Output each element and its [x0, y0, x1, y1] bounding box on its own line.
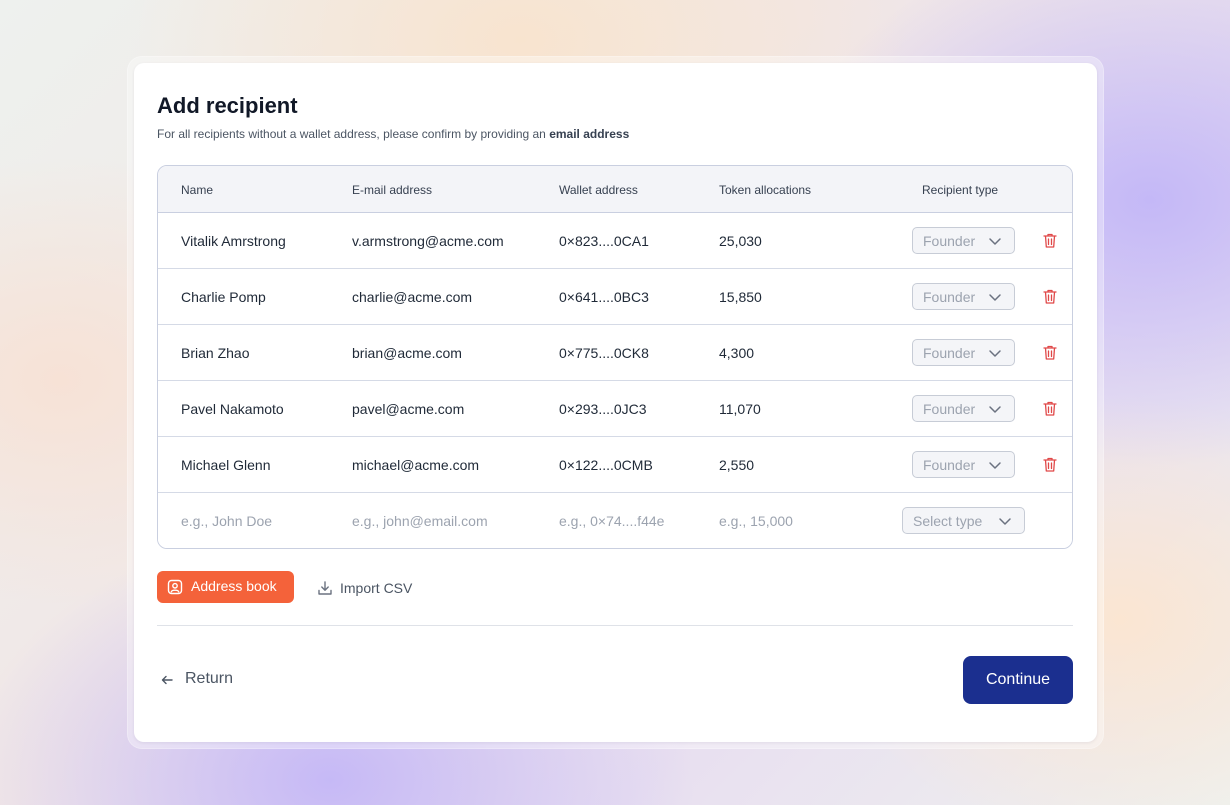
subtitle-text: For all recipients without a wallet addr… [157, 127, 546, 141]
chevron-down-icon [989, 294, 1001, 301]
recipient-tokens: 25,030 [719, 233, 762, 249]
return-label: Return [185, 670, 234, 687]
recipient-type-select[interactable]: Founder [912, 283, 1015, 310]
add-recipient-dialog: Add recipient For all recipients without… [134, 63, 1097, 742]
subtitle-emphasis: email address [549, 127, 630, 141]
table-row: Vitalik Amrstrong v.armstrong@acme.com 0… [158, 213, 1072, 269]
trash-icon[interactable] [1042, 288, 1058, 305]
trash-icon[interactable] [1042, 456, 1058, 473]
recipients-table: Name E-mail address Wallet address Token… [157, 165, 1073, 549]
recipient-wallet: 0×823....0CA1 [559, 233, 649, 249]
header-type: Recipient type [922, 183, 999, 197]
recipient-type-select[interactable]: Founder [912, 227, 1015, 254]
recipient-wallet: 0×122....0CMB [559, 457, 653, 473]
recipient-tokens: 2,550 [719, 457, 755, 473]
contact-book-icon [167, 579, 183, 595]
dialog-title: Add recipient [157, 93, 298, 118]
email-input[interactable]: e.g., john@email.com [352, 513, 488, 529]
return-button[interactable]: Return [160, 669, 233, 693]
recipient-type-value: Founder [923, 401, 976, 417]
recipient-type-value: Founder [923, 345, 976, 361]
recipient-tokens: 4,300 [719, 345, 755, 361]
new-recipient-row: e.g., John Doe e.g., john@email.com e.g.… [158, 493, 1072, 548]
recipient-email: brian@acme.com [352, 345, 462, 361]
trash-icon[interactable] [1042, 400, 1058, 417]
trash-icon[interactable] [1042, 344, 1058, 361]
recipient-name: Michael Glenn [181, 457, 271, 473]
recipient-wallet: 0×641....0BC3 [559, 289, 649, 305]
header-tokens: Token allocations [719, 183, 812, 197]
recipient-type-select[interactable]: Founder [912, 339, 1015, 366]
tokens-input[interactable]: e.g., 15,000 [719, 513, 793, 529]
recipient-wallet: 0×293....0JC3 [559, 401, 647, 417]
recipient-name: Charlie Pomp [181, 289, 266, 305]
chevron-down-icon [989, 462, 1001, 469]
recipient-tokens: 11,070 [719, 401, 761, 417]
recipient-email: v.armstrong@acme.com [352, 233, 504, 249]
table-row: Charlie Pomp charlie@acme.com 0×641....0… [158, 269, 1072, 325]
recipient-email: michael@acme.com [352, 457, 480, 473]
address-book-button[interactable]: Address book [157, 571, 294, 603]
table-row: Michael Glenn michael@acme.com 0×122....… [158, 437, 1072, 493]
wallet-input[interactable]: e.g., 0×74....f44e [559, 513, 665, 529]
name-input[interactable]: e.g., John Doe [181, 513, 273, 529]
import-csv-button[interactable]: Import CSV [317, 571, 412, 603]
header-email: E-mail address [352, 183, 433, 197]
recipient-type-select[interactable]: Founder [912, 395, 1015, 422]
address-book-label: Address book [191, 578, 277, 594]
recipient-type-select[interactable]: Select type [902, 507, 1025, 534]
recipient-type-placeholder: Select type [913, 513, 983, 529]
download-icon [318, 581, 332, 595]
table-header: Name E-mail address Wallet address Token… [158, 166, 1072, 213]
recipient-email: pavel@acme.com [352, 401, 465, 417]
chevron-down-icon [989, 350, 1001, 357]
recipient-tokens: 15,850 [719, 289, 762, 305]
trash-icon[interactable] [1042, 232, 1058, 249]
chevron-down-icon [989, 238, 1001, 245]
arrow-left-icon [161, 675, 173, 685]
recipient-type-value: Founder [923, 457, 976, 473]
header-wallet: Wallet address [559, 183, 638, 197]
recipient-type-select[interactable]: Founder [912, 451, 1015, 478]
header-name: Name [181, 183, 214, 197]
divider [157, 625, 1073, 626]
recipient-type-value: Founder [923, 233, 976, 249]
import-csv-label: Import CSV [340, 580, 413, 596]
recipient-email: charlie@acme.com [352, 289, 473, 305]
recipient-name: Pavel Nakamoto [181, 401, 284, 417]
recipient-name: Brian Zhao [181, 345, 250, 361]
dialog-subtitle: For all recipients without a wallet addr… [157, 127, 629, 141]
chevron-down-icon [999, 518, 1011, 525]
chevron-down-icon [989, 406, 1001, 413]
recipient-name: Vitalik Amrstrong [181, 233, 286, 249]
continue-button[interactable]: Continue [963, 656, 1073, 704]
recipient-type-value: Founder [923, 289, 976, 305]
table-row: Brian Zhao brian@acme.com 0×775....0CK8 … [158, 325, 1072, 381]
table-row: Pavel Nakamoto pavel@acme.com 0×293....0… [158, 381, 1072, 437]
recipient-wallet: 0×775....0CK8 [559, 345, 649, 361]
